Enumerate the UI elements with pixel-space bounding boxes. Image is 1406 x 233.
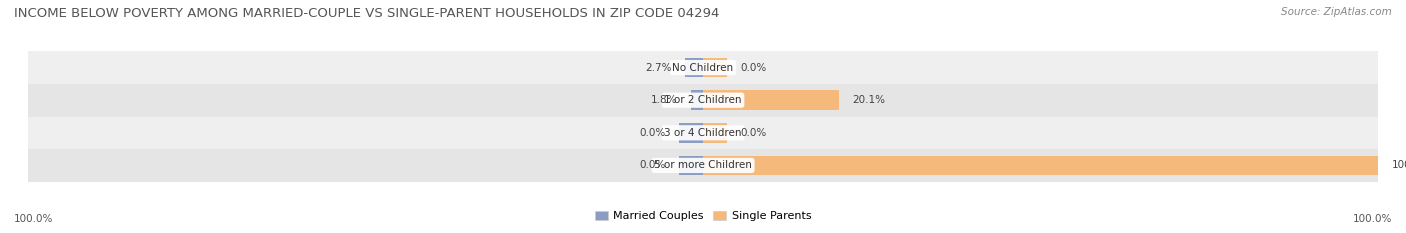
Bar: [28, 51, 1378, 84]
Text: 0.0%: 0.0%: [640, 161, 666, 170]
Text: 100.0%: 100.0%: [1353, 214, 1392, 224]
Text: 100.0%: 100.0%: [14, 214, 53, 224]
Bar: [703, 90, 838, 110]
Text: No Children: No Children: [672, 63, 734, 72]
Bar: [28, 84, 1378, 116]
Bar: [703, 156, 1378, 175]
Bar: [703, 123, 727, 143]
Text: 0.0%: 0.0%: [740, 128, 766, 138]
Text: 1 or 2 Children: 1 or 2 Children: [664, 95, 742, 105]
Text: Source: ZipAtlas.com: Source: ZipAtlas.com: [1281, 7, 1392, 17]
Bar: [690, 90, 703, 110]
Bar: [679, 156, 703, 175]
Text: 20.1%: 20.1%: [852, 95, 886, 105]
Bar: [28, 116, 1378, 149]
Text: 3 or 4 Children: 3 or 4 Children: [664, 128, 742, 138]
Bar: [703, 58, 727, 77]
Bar: [685, 58, 703, 77]
Text: 0.0%: 0.0%: [740, 63, 766, 72]
Text: 5 or more Children: 5 or more Children: [654, 161, 752, 170]
Text: 1.8%: 1.8%: [651, 95, 678, 105]
Legend: Married Couples, Single Parents: Married Couples, Single Parents: [591, 206, 815, 226]
Bar: [28, 149, 1378, 182]
Text: 2.7%: 2.7%: [645, 63, 671, 72]
Bar: [679, 123, 703, 143]
Text: 0.0%: 0.0%: [640, 128, 666, 138]
Text: INCOME BELOW POVERTY AMONG MARRIED-COUPLE VS SINGLE-PARENT HOUSEHOLDS IN ZIP COD: INCOME BELOW POVERTY AMONG MARRIED-COUPL…: [14, 7, 720, 20]
Text: 100.0%: 100.0%: [1392, 161, 1406, 170]
